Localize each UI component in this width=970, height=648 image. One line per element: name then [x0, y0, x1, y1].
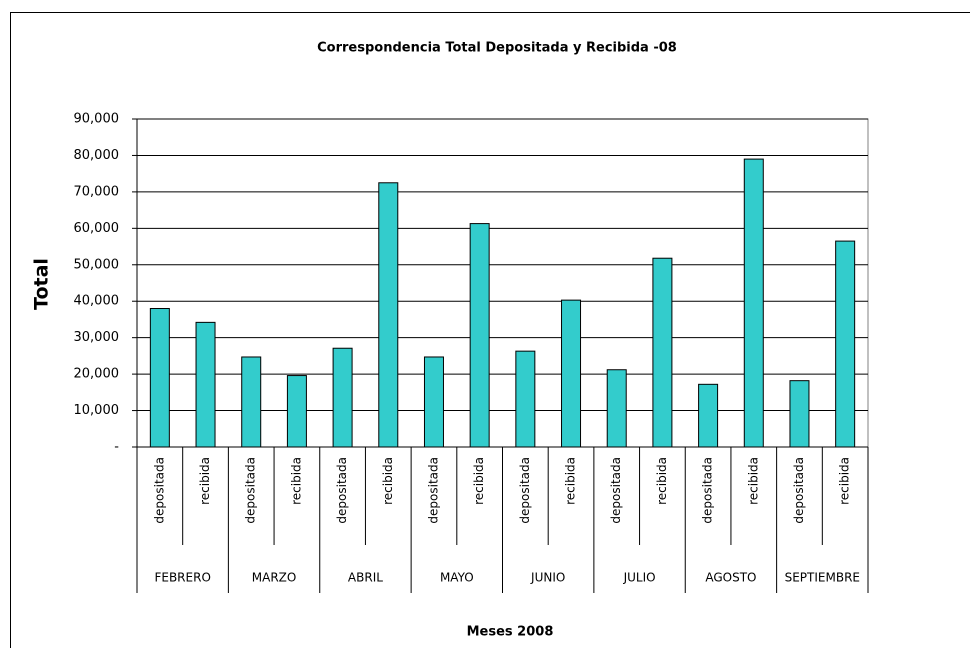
x-tick-label: recibida	[381, 457, 395, 505]
x-tick-label: depositada	[609, 457, 623, 524]
bar	[149, 308, 170, 448]
group-label: MARZO	[252, 571, 297, 585]
x-tick-label: recibida	[838, 457, 852, 505]
bar	[743, 158, 764, 448]
group-label: SEPTIEMBRE	[785, 571, 860, 585]
y-tick-label: 60,000	[74, 221, 120, 236]
bar	[515, 350, 536, 448]
x-tick-label: depositada	[244, 457, 258, 524]
bar	[378, 182, 399, 448]
y-tick-label: 80,000	[74, 148, 120, 163]
bar	[332, 347, 353, 448]
group-label: JULIO	[623, 571, 656, 585]
bar	[469, 223, 490, 448]
bar	[652, 257, 673, 448]
bar	[423, 356, 444, 448]
x-tick-label: depositada	[792, 457, 806, 524]
y-tick-label: 50,000	[74, 257, 120, 272]
group-label: MAYO	[440, 571, 474, 585]
x-axis-title: Meses 2008	[467, 625, 554, 640]
y-axis-title: Total	[31, 258, 53, 310]
bar	[606, 369, 627, 448]
x-tick-label: recibida	[564, 457, 578, 505]
bar	[789, 380, 810, 448]
x-tick-label: recibida	[472, 457, 486, 505]
x-tick-label: recibida	[198, 457, 212, 505]
x-tick-label: depositada	[335, 457, 349, 524]
bar	[286, 375, 307, 448]
group-label: FEBRERO	[154, 571, 210, 585]
x-tick-label: recibida	[746, 457, 760, 505]
x-tick-label: recibida	[655, 457, 669, 505]
chart-title: Correspondencia Total Depositada y Recib…	[317, 41, 677, 56]
x-tick-label: depositada	[701, 457, 715, 524]
y-tick-label: 30,000	[74, 330, 120, 345]
x-tick-label: depositada	[426, 457, 440, 524]
y-tick-label: 20,000	[74, 367, 120, 382]
bar	[561, 299, 582, 448]
y-tick-label: 90,000	[74, 112, 120, 127]
bar	[698, 383, 719, 448]
group-label: AGOSTO	[705, 571, 756, 585]
group-label: ABRIL	[348, 571, 383, 585]
x-tick-label: depositada	[518, 457, 532, 524]
bar	[195, 321, 216, 448]
y-tick-label: 10,000	[74, 403, 120, 418]
y-tick-label: -	[114, 440, 119, 455]
x-tick-label: depositada	[152, 457, 166, 524]
x-tick-label: recibida	[289, 457, 303, 505]
bar	[835, 240, 856, 448]
group-label: JUNIO	[530, 571, 565, 585]
bar	[241, 356, 262, 448]
y-tick-label: 70,000	[74, 184, 120, 199]
y-tick-label: 40,000	[74, 294, 120, 309]
